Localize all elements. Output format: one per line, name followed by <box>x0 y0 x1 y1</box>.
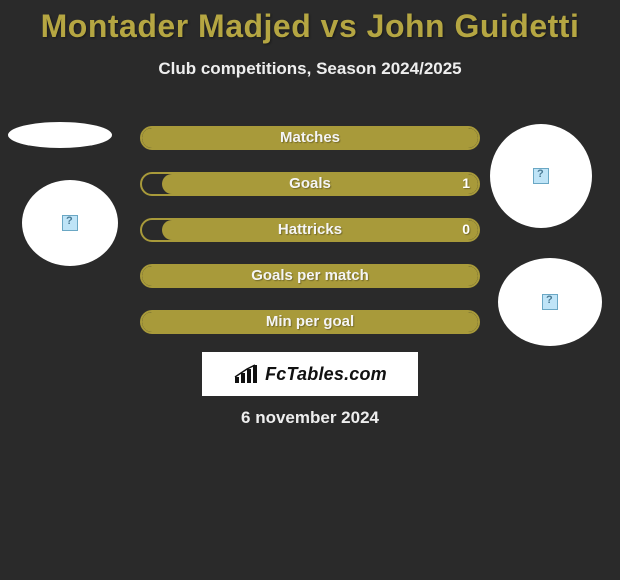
stat-row: Min per goal <box>140 310 480 334</box>
stat-row: Hattricks0 <box>140 218 480 242</box>
page-title: Montader Madjed vs John Guidetti <box>0 0 620 45</box>
stat-row: Goals per match <box>140 264 480 288</box>
stat-row: Matches <box>140 126 480 150</box>
stat-fill <box>142 128 478 148</box>
stat-fill <box>162 174 478 194</box>
date-text: 6 november 2024 <box>0 408 620 428</box>
stats-list: Matches Goals1 Hattricks0 Goals per match Mi… <box>140 126 480 356</box>
decorative-ellipse <box>8 122 112 148</box>
placeholder-icon <box>533 168 549 184</box>
player-avatar-right-1 <box>490 124 592 228</box>
stat-row: Goals1 <box>140 172 480 196</box>
source-logo: FcTables.com <box>202 352 418 396</box>
bar-chart-icon <box>233 363 261 385</box>
stat-fill <box>142 266 478 286</box>
placeholder-icon <box>62 215 78 231</box>
player-avatar-left <box>22 180 118 266</box>
stat-fill <box>142 312 478 332</box>
subtitle: Club competitions, Season 2024/2025 <box>0 59 620 79</box>
logo-text: FcTables.com <box>265 364 387 385</box>
player-avatar-right-2 <box>498 258 602 346</box>
placeholder-icon <box>542 294 558 310</box>
stat-fill <box>162 220 478 240</box>
